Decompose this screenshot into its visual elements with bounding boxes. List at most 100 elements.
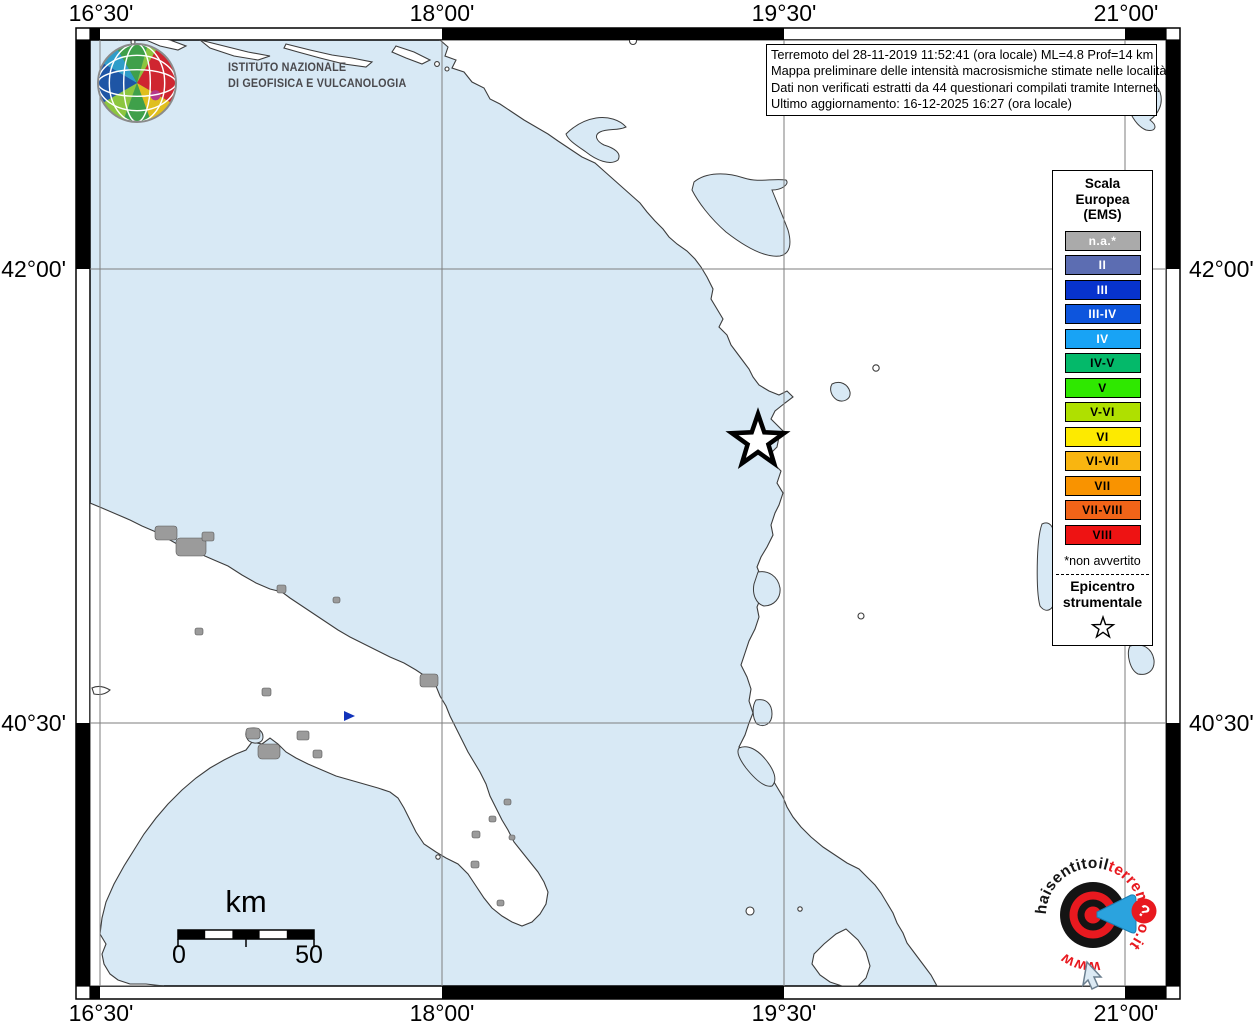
legend-swatch-na: n.a.* [1064,230,1141,251]
legend-swatch-vi-vii: VI-VII [1064,451,1141,471]
legend-swatch-label: IV-V [1090,356,1115,370]
haisentitoilterremoto-logo: haisentitoilterremoto.it www. ? [1020,840,1157,991]
islet [797,906,803,912]
island [145,40,188,51]
urban-areas-group [154,525,516,907]
ingv-caption: ISTITUTO NAZIONALE DI GEOFISICA E VULCAN… [228,60,406,91]
scalebar-unit-label: km [225,884,267,919]
legend-swatch-label: VI [1096,429,1109,444]
legend-swatch-label: IV [1096,331,1109,346]
legend-title-line: (EMS) [1083,207,1122,222]
legend-swatch-label: n.a.* [1088,233,1117,248]
lake-prespa [1127,644,1155,675]
legend-swatch-label: V [1098,380,1107,395]
coastal-lagoon [753,571,781,607]
lon-label-top: 16°30' [68,0,134,26]
blue-map-marker [344,711,355,721]
legend-swatch-label: V-VI [1090,405,1115,419]
legend-swatch-label: VII-VIII [1082,503,1123,517]
scalebar-start-label: 0 [172,941,186,969]
scalebar [177,929,315,947]
ems-intensity-legend: Scala Europea (EMS) n.a.* II III III-IV … [1052,170,1153,646]
ingv-caption-line1: ISTITUTO NAZIONALE [228,60,347,74]
tremiti-islet [91,685,111,696]
epicenter-label-line: Epicentro [1070,577,1135,594]
data-source-note: Dati non verificati estratti da 44 quest… [771,79,1161,95]
epicenter-star-icon [1090,614,1115,639]
legend-title-line: Europea [1075,191,1130,207]
legend-swatches: n.a.* II III III-IV IV IV-V V V-VI VI VI… [1053,230,1152,545]
islet [872,364,880,372]
lat-label-right: 42°00' [1189,256,1254,282]
lon-label-top: 18°00' [409,0,475,26]
legend-swatch-vii-viii: VII-VIII [1064,500,1141,520]
landmass-group [90,40,1166,986]
islet [435,854,441,860]
legend-swatch-vi: VI [1064,426,1141,447]
lat-label-left: 42°00' [1,256,66,282]
islet [444,66,450,72]
lon-label-top: 21°00' [1093,0,1159,26]
epicenter-star [725,407,791,470]
islet [857,612,865,620]
kotor-bay [565,117,627,163]
legend-swatch-iv-v: IV-V [1064,353,1141,373]
event-summary: Terremoto del 28-11-2019 11:52:41 (ora l… [771,47,1154,62]
lon-label-bottom: 18°00' [409,1000,475,1024]
legend-swatch-label: VII [1094,478,1111,493]
lat-label-left: 40°30' [1,710,66,736]
graticule-grid [90,40,1166,986]
legend-swatch-label: III-IV [1088,307,1117,321]
map-frame-black-segments [76,28,1180,999]
inland-lake [830,381,851,402]
cursor-icon [1081,960,1103,991]
ingv-logo [96,42,178,129]
lon-label-bottom: 16°30' [68,1000,134,1024]
legend-swatch-iii-iv: III-IV [1064,304,1141,324]
islet [117,40,123,41]
legend-swatch-label: VIII [1092,527,1113,542]
lat-label-right: 40°30' [1189,710,1254,736]
legend-swatch-viii: VIII [1064,524,1141,545]
lon-label-bottom: 19°30' [751,1000,817,1024]
corfu-island [811,928,871,986]
lon-label-bottom: 21°00' [1093,1000,1159,1024]
legend-title: Scala Europea (EMS) [1053,176,1152,223]
last-update: Ultimo aggiornamento: 16-12-2025 16:27 (… [771,96,1072,112]
legend-swatch-label: II [1098,258,1107,272]
legend-swatch-v: V [1064,377,1141,398]
legend-divider [1056,573,1149,575]
islet [745,906,755,916]
islet [628,40,638,46]
puglia-coastline [90,502,549,986]
lake-skadar [691,173,791,257]
legend-swatch-vii: VII [1064,475,1141,496]
earthquake-info-box: Terremoto del 28-11-2019 11:52:41 (ora l… [766,44,1167,116]
ingv-caption-line2: DI GEOFISICA E VULCANOLOGIA [228,75,407,90]
vlore-bay [737,746,776,787]
legend-swatch-label: III [1096,282,1109,297]
legend-swatch-iii: III [1064,279,1141,300]
legend-title-line: Scala [1084,176,1121,191]
epicenter-legend-label: Epicentro strumentale [1053,578,1152,611]
epicenter-label-line: strumentale [1062,594,1143,610]
island [391,45,432,65]
legend-swatch-v-vi: V-VI [1064,402,1141,422]
legend-swatch-iv: IV [1064,328,1141,349]
logo-bullseye-center [1084,906,1102,924]
legend-swatch-label: VI-VII [1085,454,1119,468]
legend-footnote: *non avvertito [1064,553,1141,568]
island [199,40,271,61]
coastal-lagoon [752,699,773,727]
island [283,43,374,68]
map-frame-corners [76,28,1180,999]
megaphone-icon [1096,894,1137,934]
ingv-globe-icon [97,43,177,123]
scalebar-end-label: 50 [295,941,323,969]
map-description: Mappa preliminare delle intensità macros… [771,63,1167,79]
legend-swatch-ii: II [1064,255,1141,275]
lon-label-top: 19°30' [751,0,817,26]
question-badge [1131,898,1157,924]
